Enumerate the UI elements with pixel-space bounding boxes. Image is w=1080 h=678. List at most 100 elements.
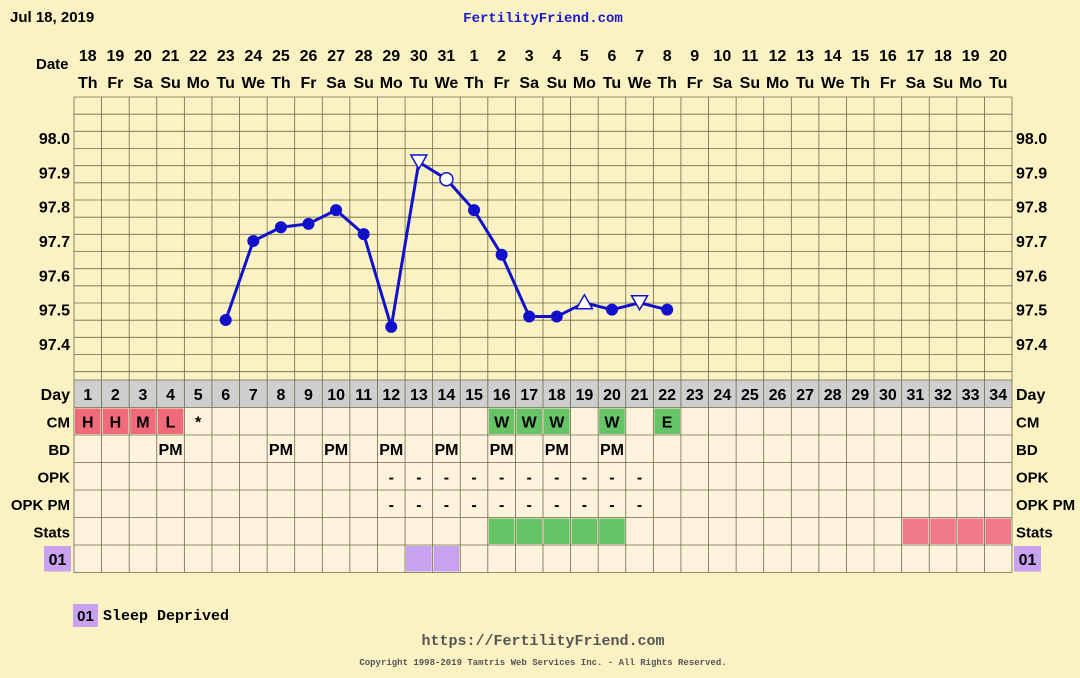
temperature-point[interactable]: [468, 204, 481, 217]
row-cell-fill: [544, 408, 570, 434]
temperature-point[interactable]: [274, 221, 287, 234]
row-cell-fill: [957, 518, 984, 544]
row-cell-fill: [488, 408, 515, 434]
date-label: 27: [327, 48, 345, 65]
row-cell-text: -: [527, 497, 532, 514]
row-cell-text: -: [444, 470, 449, 487]
site-title[interactable]: FertilityFriend.com: [463, 11, 623, 27]
temperature-point[interactable]: [523, 310, 536, 323]
row-cell-text: *: [195, 415, 202, 432]
day-row-label-right: Day: [1016, 387, 1045, 404]
temperature-point-open[interactable]: [439, 171, 454, 187]
date-label: 8: [663, 48, 672, 65]
temperature-point[interactable]: [661, 303, 674, 316]
temperature-point[interactable]: [605, 303, 618, 316]
row-cell-text: -: [582, 497, 587, 514]
date-label: 14: [824, 48, 842, 65]
row-cell-text: -: [389, 470, 394, 487]
row-cell-text: -: [389, 497, 394, 514]
y-tick-right: 97.5: [1016, 303, 1047, 320]
row-cell-text: M: [136, 415, 149, 432]
weekday-label: We: [435, 75, 459, 92]
cycle-day: 16: [493, 387, 511, 404]
temperature-point[interactable]: [247, 235, 260, 247]
temperature-point[interactable]: [357, 228, 370, 241]
cycle-day: 3: [139, 387, 148, 404]
weekday-label: Sa: [519, 75, 539, 92]
row-cell-text: -: [471, 497, 476, 514]
weekday-label: Th: [271, 75, 291, 92]
date-label: 7: [635, 48, 644, 65]
y-tick-left: 97.6: [39, 268, 70, 285]
temperature-point[interactable]: [219, 313, 232, 326]
cycle-day: 28: [824, 387, 842, 404]
temperature-point[interactable]: [302, 217, 315, 230]
row-cell-text: W: [549, 415, 565, 432]
cycle-day: 18: [548, 387, 566, 404]
date-label: 5: [580, 48, 589, 65]
cycle-day: 13: [410, 387, 428, 404]
date-label: 26: [300, 48, 318, 65]
row-label-badge-right: [1014, 546, 1041, 572]
legend-code: 01: [77, 608, 94, 625]
cycle-day: 22: [658, 387, 676, 404]
y-tick-left: 97.5: [39, 303, 70, 320]
weekday-label: Mo: [573, 75, 596, 92]
y-tick-right: 97.8: [1016, 200, 1047, 217]
weekday-label: Sa: [326, 75, 346, 92]
weekday-label: Fr: [107, 75, 123, 92]
temperature-point-triangle-down[interactable]: [630, 295, 649, 312]
row-cell-text: -: [471, 470, 476, 487]
row-cell-fill: [516, 518, 542, 544]
weekday-label: Tu: [796, 75, 814, 92]
date-label: 19: [106, 48, 124, 65]
temperature-point-triangle-down[interactable]: [409, 154, 429, 171]
cycle-day: 9: [304, 387, 313, 404]
weekday-label: Fr: [301, 75, 317, 92]
row-cell-text: -: [609, 470, 614, 487]
row-label-left: Stats: [33, 525, 70, 542]
weekday-label: Th: [850, 75, 870, 92]
row-cell-fill: [75, 408, 101, 434]
footer-url[interactable]: https://FertilityFriend.com: [421, 633, 664, 650]
footer-copyright: Copyright 1998-2019 Tamtris Web Services…: [359, 658, 726, 668]
row-label-right: BD: [1016, 442, 1038, 459]
row-cell-text: H: [82, 415, 94, 432]
row-cell-fill: [516, 408, 542, 434]
row-label-right: CM: [1016, 415, 1039, 432]
date-label: 23: [217, 48, 235, 65]
weekday-label: Tu: [410, 75, 428, 92]
cycle-day: 32: [934, 387, 952, 404]
cycle-day: 24: [713, 387, 731, 404]
temperature-point-triangle-up[interactable]: [575, 293, 594, 310]
row-cell-fill: [488, 518, 515, 544]
date-label: 4: [552, 48, 561, 65]
row-cell-text: -: [527, 470, 532, 487]
y-tick-left: 97.8: [39, 200, 70, 217]
row-cell-text: -: [637, 470, 642, 487]
y-tick-right: 97.4: [1016, 337, 1047, 354]
row-cell-text: PM: [545, 442, 569, 459]
row-cell-text: PM: [324, 442, 348, 459]
row-label-right: Stats: [1016, 525, 1053, 542]
row-label-left: OPK PM: [11, 497, 70, 514]
row-cell-text: -: [416, 470, 421, 487]
temperature-point[interactable]: [550, 310, 563, 323]
y-tick-left: 97.7: [39, 234, 70, 251]
date-label: 21: [162, 48, 180, 65]
date-label: 2: [497, 48, 506, 65]
date-labels: 18Th19Fr20Sa21Su22Mo23Tu24We25Th26Fr27Sa…: [78, 48, 1007, 92]
cycle-day: 6: [221, 387, 230, 404]
cycle-day: 29: [851, 387, 869, 404]
temperature-point[interactable]: [330, 204, 343, 217]
row-cell-fill: [902, 518, 929, 544]
row-cell-text: -: [554, 470, 559, 487]
weekday-label: Sa: [713, 75, 733, 92]
temperature-point[interactable]: [385, 320, 398, 333]
weekday-label: Th: [657, 75, 677, 92]
date-label: 28: [355, 48, 373, 65]
row-cell-text: PM: [490, 442, 514, 459]
temperature-point[interactable]: [495, 248, 508, 261]
weekday-label: Fr: [494, 75, 510, 92]
